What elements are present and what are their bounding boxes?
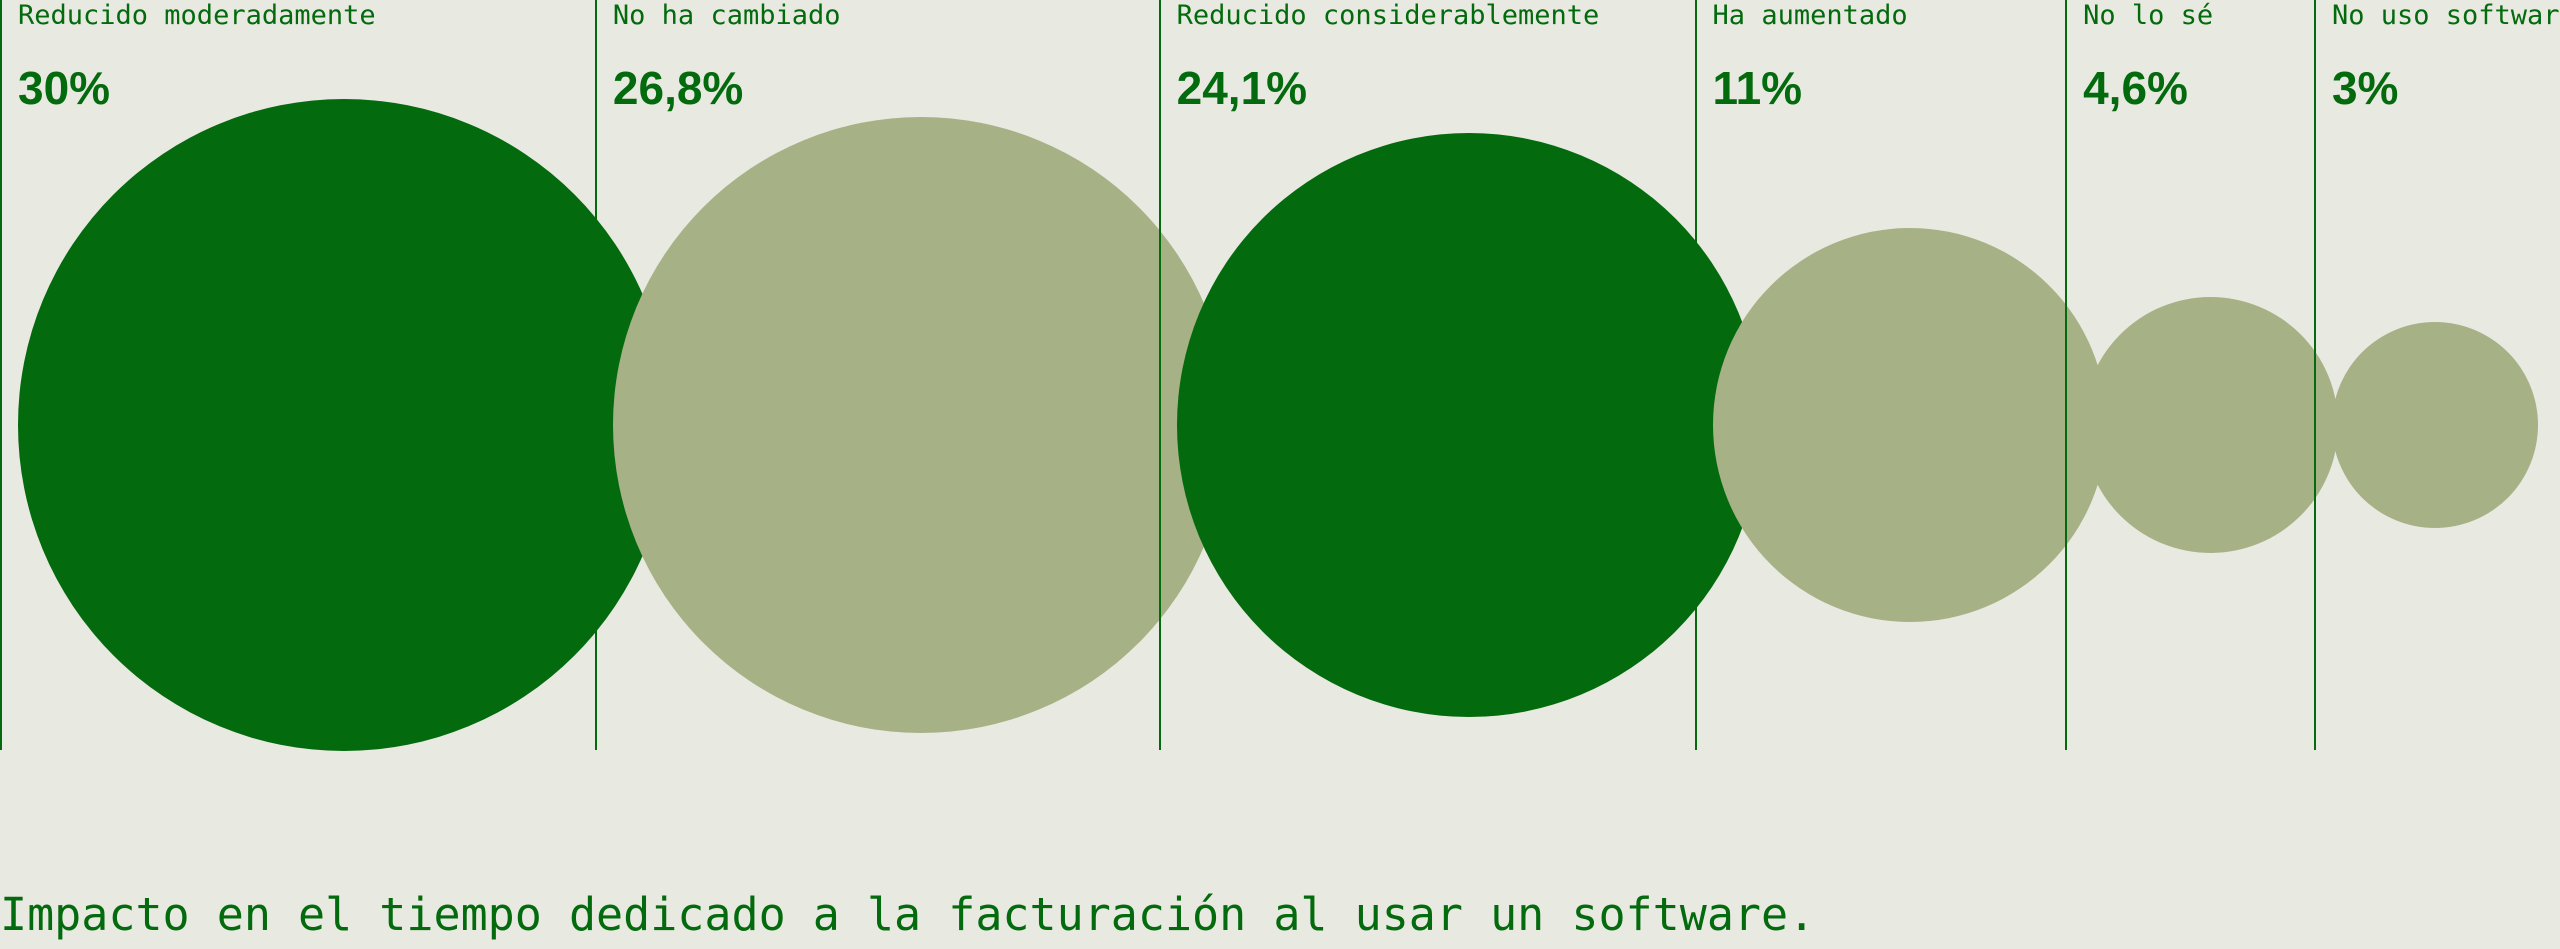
bubble xyxy=(18,99,670,751)
bubble xyxy=(1176,132,1761,718)
value-label: 3% xyxy=(2331,62,2399,114)
category-label: Reducido considerablemente xyxy=(1176,0,1600,31)
column-divider xyxy=(1694,0,1697,750)
column-divider xyxy=(2313,0,2316,750)
category-label: Reducido moderadamente xyxy=(18,0,376,31)
column-divider xyxy=(1158,0,1161,750)
category-label: No lo sé xyxy=(2083,0,2214,31)
column-divider xyxy=(2065,0,2068,750)
category-label: No uso software xyxy=(2331,0,2560,31)
value-label: 24,1% xyxy=(1176,62,1308,114)
bubble xyxy=(2331,321,2539,529)
column-divider xyxy=(0,0,2,750)
bubble-chart: Reducido moderadamente 30% No ha cambiado 2… xyxy=(0,0,2560,751)
category-label: Ha aumentado xyxy=(1712,0,1908,31)
value-label: 4,6% xyxy=(2083,62,2188,114)
value-label: 11% xyxy=(1712,62,1803,114)
bubble xyxy=(2083,297,2339,553)
chart-caption: Impacto en el tiempo dedicado a la factu… xyxy=(0,888,1816,941)
bubble xyxy=(612,116,1230,734)
category-label: No ha cambiado xyxy=(612,0,841,31)
column-divider xyxy=(594,0,597,750)
bubble xyxy=(1712,227,2108,623)
value-label: 30% xyxy=(18,62,111,114)
value-label: 26,8% xyxy=(612,62,744,114)
